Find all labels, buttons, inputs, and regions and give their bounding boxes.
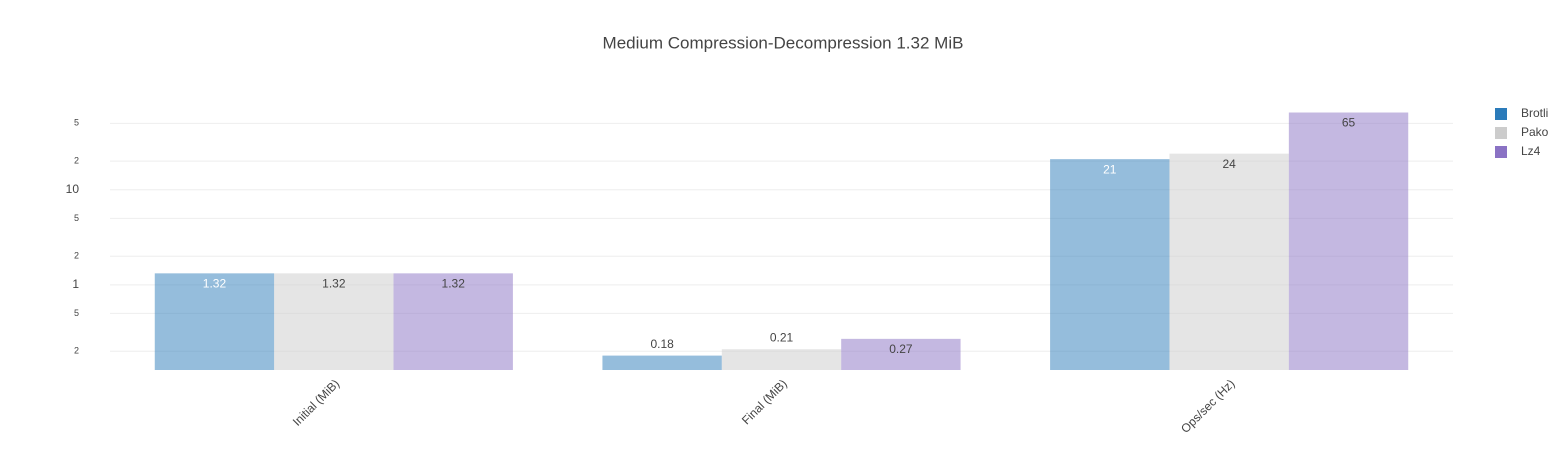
y-tick-label: 1 [72, 277, 79, 291]
x-tick-label: Initial (MiB) [290, 376, 342, 428]
legend-label: Pako [1521, 125, 1549, 139]
x-tick-label: Ops/sec (Hz) [1178, 376, 1237, 435]
chart-title: Medium Compression-Decompression 1.32 Mi… [603, 33, 964, 52]
y-tick-label: 5 [74, 118, 79, 128]
bar [602, 355, 722, 370]
legend-swatch [1495, 146, 1507, 158]
bar [274, 273, 394, 370]
bar [393, 273, 513, 370]
data-label: 0.18 [650, 337, 674, 351]
legend-swatch [1495, 127, 1507, 139]
data-label: 65 [1342, 116, 1356, 130]
data-label: 0.21 [770, 330, 794, 344]
bar [154, 273, 275, 370]
y-tick-label: 2 [74, 251, 79, 261]
data-label: 1.32 [322, 277, 346, 291]
data-label: 1.32 [203, 277, 227, 291]
y-tick-label: 2 [74, 346, 79, 356]
legend-label: Lz4 [1521, 144, 1541, 158]
bar [1169, 153, 1289, 370]
bar [1050, 159, 1170, 370]
legend-label: Brotli [1521, 106, 1548, 120]
legend-swatch [1495, 108, 1507, 120]
data-label: 0.27 [889, 342, 913, 356]
bar [721, 349, 842, 370]
y-tick-label: 2 [74, 156, 79, 166]
bar [841, 338, 961, 370]
y-tick-label: 5 [74, 213, 79, 223]
y-tick-label: 5 [74, 308, 79, 318]
y-tick-label: 10 [66, 182, 80, 196]
data-label: 21 [1103, 162, 1117, 176]
x-tick-label: Final (MiB) [739, 376, 790, 427]
data-label: 24 [1222, 157, 1236, 171]
data-label: 1.32 [442, 277, 466, 291]
bar [1288, 112, 1409, 370]
